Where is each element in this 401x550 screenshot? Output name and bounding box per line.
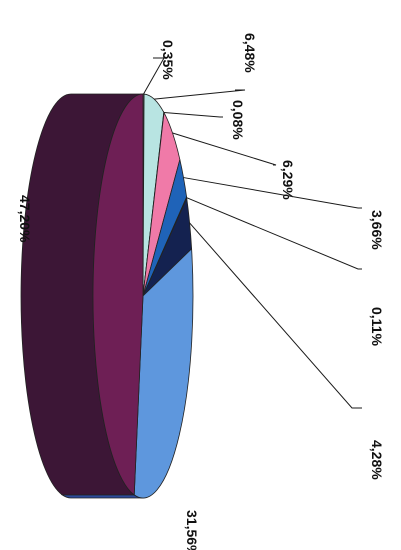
slice-labels: 0,35% 6,48% 0,08% 6,29% 3,66% 0,11% 4,28% 31,56… — [17, 33, 385, 550]
leader-line — [172, 132, 277, 166]
pie-side-segment — [60, 494, 144, 499]
leader-line — [163, 112, 223, 118]
slice-label: 0,35% — [160, 40, 176, 80]
leader-line — [143, 57, 165, 95]
slice-label: 47,20% — [17, 195, 33, 243]
slice-label: 6,48% — [242, 33, 258, 73]
slice-label: 3,66% — [369, 210, 385, 250]
leader-line — [183, 177, 362, 209]
leader-line — [154, 89, 246, 100]
slice-label: 4,28% — [369, 440, 385, 480]
leader-line — [186, 197, 362, 270]
slice-label: 6,29% — [280, 160, 296, 200]
pie-slice — [133, 247, 194, 499]
leader-lines — [143, 57, 362, 409]
slice-label: 31,56% — [184, 510, 200, 550]
slice-label: 0,08% — [230, 100, 246, 140]
slice-label: 0,11% — [369, 307, 385, 346]
leader-line — [189, 222, 362, 409]
pie-top-face — [92, 93, 194, 499]
pie-slice — [92, 93, 144, 496]
